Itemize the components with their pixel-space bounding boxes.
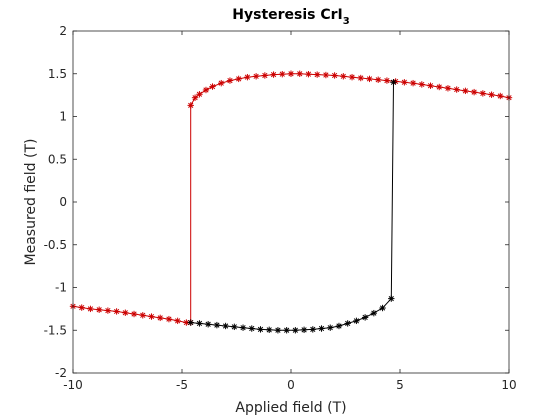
data-point-1-11 — [283, 327, 290, 334]
data-point-0-10 — [418, 81, 425, 88]
x-tick-label-3: 5 — [396, 378, 404, 392]
series-layer — [69, 70, 513, 334]
y-tick-label-8: 2 — [59, 24, 67, 38]
data-point-0-11 — [409, 79, 417, 87]
data-point-1-1 — [196, 320, 203, 327]
data-point-1-22 — [379, 304, 386, 312]
plot-area — [73, 31, 509, 373]
data-point-0-36 — [196, 91, 203, 98]
data-point-1-20 — [361, 314, 369, 321]
y-tick-label-2: -1 — [55, 281, 67, 295]
data-point-0-18 — [348, 73, 356, 81]
chart-title: Hysteresis CrI3 — [232, 7, 350, 27]
data-point-0-28 — [261, 72, 269, 79]
x-tick-label-1: -5 — [176, 378, 188, 392]
data-point-0-47 — [122, 309, 129, 316]
data-point-0-27 — [270, 71, 277, 78]
data-point-0-44 — [148, 313, 155, 320]
data-point-0-50 — [95, 306, 103, 313]
data-point-1-12 — [292, 327, 299, 334]
data-point-1-3 — [213, 321, 221, 329]
data-point-1-7 — [248, 325, 255, 332]
data-point-0-6 — [453, 86, 460, 93]
data-point-0-23 — [305, 70, 312, 78]
data-point-0-33 — [218, 79, 225, 87]
y-tick-label-4: 0 — [59, 195, 67, 209]
data-point-0-9 — [427, 82, 434, 89]
axes-layer: -10 -5 0 5 10 -2 -1.5 -1 -0.5 0 0.5 1 1.5 2 — [44, 24, 517, 392]
y-tick-label-5: 0.5 — [48, 152, 67, 166]
data-point-1-8 — [257, 326, 264, 333]
data-point-1-21 — [370, 309, 378, 317]
data-point-0-51 — [87, 305, 94, 313]
data-point-0-52 — [78, 304, 85, 311]
data-point-0-21 — [322, 71, 330, 79]
data-point-0-15 — [375, 76, 382, 83]
y-axis-label: Measured field (T) — [23, 139, 39, 266]
data-point-0-20 — [331, 72, 338, 79]
y-tick-label-3: -0.5 — [44, 238, 67, 252]
x-axis-label: Applied field (T) — [235, 400, 346, 416]
data-point-0-38 — [187, 102, 194, 109]
data-point-0-22 — [313, 71, 321, 78]
data-point-0-30 — [244, 73, 251, 81]
data-point-0-45 — [139, 312, 146, 319]
data-point-1-24 — [390, 79, 397, 86]
data-point-1-18 — [344, 320, 351, 327]
data-point-0-2 — [488, 91, 495, 98]
data-point-0-17 — [357, 74, 364, 82]
data-point-0-19 — [340, 73, 347, 80]
y-tick-label-1: -1.5 — [44, 323, 67, 337]
data-point-0-5 — [462, 87, 469, 95]
data-point-0-25 — [287, 70, 295, 77]
data-point-1-2 — [204, 321, 212, 328]
data-point-1-10 — [274, 327, 282, 334]
data-point-0-34 — [209, 83, 216, 90]
data-point-0-12 — [401, 79, 408, 86]
data-point-0-3 — [479, 90, 487, 97]
data-point-1-16 — [327, 324, 334, 331]
data-point-0-37 — [191, 94, 199, 101]
data-point-0-42 — [165, 315, 173, 323]
data-point-0-4 — [470, 88, 478, 96]
x-tick-label-2: 0 — [287, 378, 295, 392]
y-tick-label-7: 1.5 — [48, 67, 67, 81]
data-point-0-32 — [226, 77, 234, 84]
data-point-1-19 — [353, 317, 360, 325]
data-point-1-4 — [222, 322, 229, 330]
data-point-0-43 — [157, 314, 164, 322]
data-point-0-29 — [252, 73, 260, 80]
x-tick-label-0: -10 — [63, 378, 83, 392]
data-point-1-15 — [318, 325, 325, 332]
data-point-1-23 — [388, 295, 395, 302]
data-point-0-14 — [383, 77, 391, 84]
data-point-0-35 — [202, 86, 210, 94]
data-point-0-26 — [279, 70, 286, 78]
data-point-1-14 — [309, 326, 316, 333]
data-point-0-24 — [296, 70, 303, 77]
data-point-0-49 — [104, 307, 112, 314]
y-tick-label-6: 1 — [59, 110, 67, 124]
data-point-0-16 — [366, 75, 373, 83]
data-point-0-31 — [235, 75, 242, 83]
data-point-0-1 — [497, 92, 504, 100]
data-point-1-13 — [300, 326, 308, 334]
data-point-0-41 — [174, 317, 181, 325]
data-point-1-5 — [231, 323, 238, 331]
data-point-0-46 — [130, 310, 138, 318]
data-point-1-6 — [239, 324, 247, 331]
data-point-1-9 — [266, 326, 273, 334]
data-point-0-7 — [444, 85, 452, 92]
data-point-0-48 — [113, 308, 120, 315]
data-point-1-17 — [335, 322, 343, 330]
data-point-0-8 — [436, 83, 443, 91]
x-tick-label-4: 10 — [501, 378, 516, 392]
y-tick-label-0: -2 — [55, 366, 67, 380]
data-point-1-0 — [187, 319, 194, 326]
